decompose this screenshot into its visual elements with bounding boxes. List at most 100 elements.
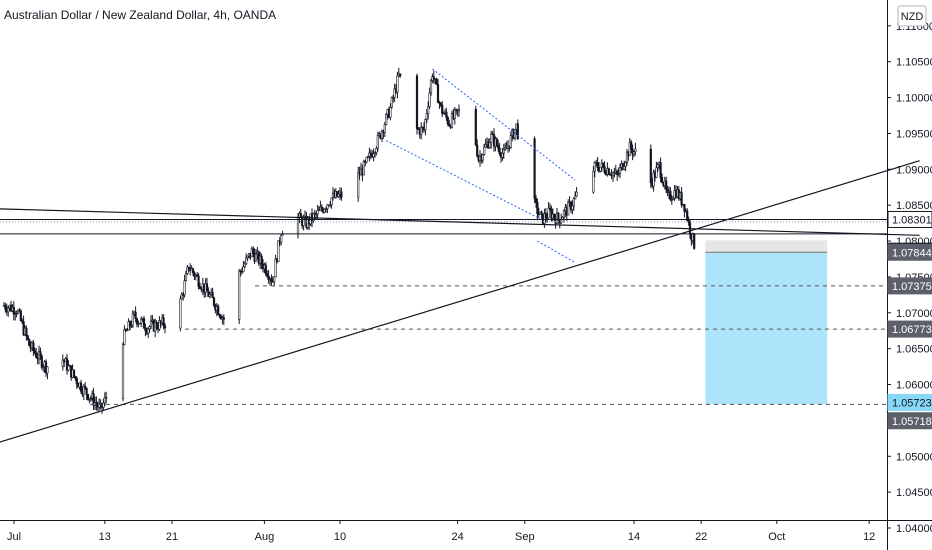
currency-button-box [897, 5, 927, 27]
candle-body-127 [238, 270, 241, 320]
candle-body-272 [501, 152, 504, 158]
candle-body-118 [211, 291, 214, 299]
x-tick-label-2: 21 [166, 531, 178, 543]
candle-body-316 [593, 162, 596, 172]
candle-body-88 [155, 322, 158, 329]
candle-body-21 [32, 342, 35, 351]
candle-body-258 [481, 154, 484, 161]
candle-body-12 [19, 310, 22, 321]
candles [2, 67, 696, 414]
candle-body-217 [393, 88, 396, 98]
candle-body-101 [187, 266, 190, 270]
candle-body-228 [424, 119, 427, 131]
candle-body-97 [182, 294, 185, 296]
candle-body-216 [392, 97, 395, 99]
candle-body-22 [33, 350, 36, 354]
candle-body-31 [46, 366, 49, 374]
candle-body-245 [448, 123, 451, 127]
candle-body-348 [652, 172, 655, 187]
candle-body-123 [218, 314, 221, 317]
candle-body-322 [602, 162, 605, 167]
candle-body-374 [688, 221, 692, 235]
candle-body-323 [603, 166, 606, 173]
candle-body-240 [441, 104, 444, 114]
candle-body-372 [686, 210, 689, 221]
candle-body-298 [553, 213, 556, 219]
candle-body-152 [273, 276, 276, 283]
candle-body-90 [158, 320, 161, 330]
candle-body-264 [490, 133, 493, 143]
x-tick-label-1: 13 [99, 531, 111, 543]
x-tick-label-7: 14 [628, 531, 640, 543]
channel-line-2 [537, 240, 576, 264]
candle-body-211 [385, 113, 388, 125]
candle-body-116 [208, 294, 211, 297]
candle-body-45 [79, 382, 83, 392]
candle-body-99 [184, 273, 188, 282]
candle-body-153 [274, 258, 277, 278]
candle-body-202 [372, 153, 375, 158]
candle-body-9 [15, 312, 18, 315]
trend-line-0 [0, 208, 920, 236]
candle-body-82 [147, 328, 150, 334]
candle-body-98 [183, 280, 186, 296]
y-tick-label-5: 1.08500 [896, 200, 932, 212]
candle-body-231 [428, 92, 431, 107]
candle-body-42 [75, 378, 78, 385]
candle-body-157 [280, 234, 283, 243]
candle-body-119 [212, 297, 216, 306]
candle-body-214 [389, 107, 392, 118]
candle-body-236 [435, 78, 438, 85]
x-tick-label-9: Oct [768, 531, 785, 543]
candle-body-62 [103, 397, 106, 404]
candle-body-305 [562, 210, 566, 218]
candle-body-77 [140, 318, 143, 324]
candle-body-296 [550, 208, 553, 219]
candle-body-41 [74, 375, 77, 379]
candle-body-28 [42, 366, 45, 368]
candle-body-61 [102, 402, 105, 408]
candle-body-47 [82, 385, 85, 395]
candle-body-208 [380, 130, 384, 139]
candle-body-139 [254, 253, 258, 262]
candle-body-351 [656, 164, 659, 169]
candle-body-320 [599, 166, 602, 172]
candle-body-26 [39, 351, 42, 357]
price-badge-bg-5 [887, 393, 932, 411]
candle-body-183 [330, 197, 333, 206]
candle-body-354 [660, 177, 664, 183]
candle-body-357 [665, 180, 668, 190]
candle-body-273 [502, 149, 505, 154]
candle-body-130 [242, 266, 245, 273]
position-zones [705, 240, 828, 405]
candle-body-315 [592, 170, 595, 193]
candle-body-239 [439, 102, 442, 106]
price-badge-5: 1.05723 [892, 397, 932, 409]
candle-body-197 [365, 157, 368, 163]
currency-button[interactable]: NZD [901, 11, 924, 23]
candle-body-338 [624, 162, 627, 167]
candle-body-173 [316, 210, 319, 215]
candle-body-200 [369, 152, 372, 156]
candle-body-100 [186, 266, 189, 274]
candle-body-27 [40, 355, 43, 368]
candle-body-3 [7, 307, 10, 313]
candle-body-215 [390, 97, 393, 108]
candle-body-122 [217, 306, 220, 315]
candle-body-252 [457, 108, 461, 112]
candle-body-65 [123, 329, 126, 345]
candle-body-178 [323, 209, 326, 213]
candle-body-346 [649, 148, 652, 184]
candle-body-326 [607, 168, 610, 175]
candle-body-7 [12, 306, 15, 315]
candle-body-368 [680, 192, 683, 206]
y-tick-label-8: 1.07000 [896, 308, 932, 320]
chart-title: Australian Dollar / New Zealand Dollar, … [4, 8, 277, 22]
candle-body-332 [616, 170, 619, 175]
candle-body-270 [498, 147, 501, 154]
candle-body-191 [357, 172, 360, 198]
candle-body-94 [163, 325, 167, 329]
candle-body-249 [453, 109, 456, 119]
